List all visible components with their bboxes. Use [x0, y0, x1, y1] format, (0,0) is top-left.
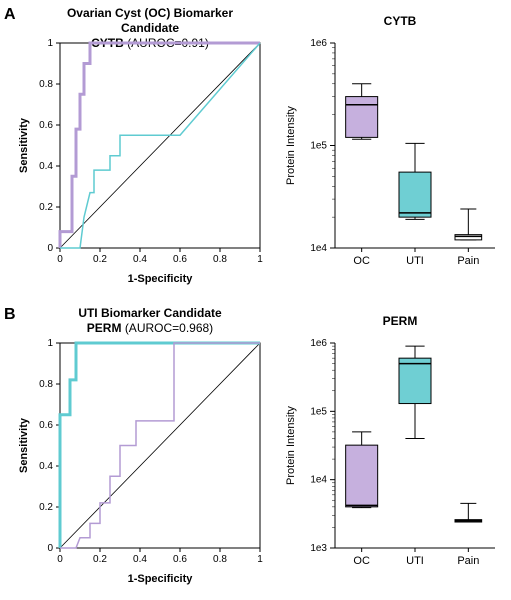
svg-text:0.4: 0.4 [133, 254, 147, 265]
panel-a-roc-chart: 0 0.2 0.4 0.6 0.8 1 0 0.2 0.4 0.6 0.8 1 1-Specificit… [15, 38, 270, 288]
roc-auroc: (AUROC=0.968) [125, 321, 213, 335]
svg-text:0.6: 0.6 [173, 554, 187, 565]
svg-text:1e4: 1e4 [310, 475, 327, 486]
box-OC [346, 97, 378, 138]
roc-title-line1: UTI Biomarker Candidate [40, 306, 260, 321]
svg-text:Pain: Pain [457, 555, 479, 567]
panel-b-roc-title: UTI Biomarker Candidate PERM (AUROC=0.96… [40, 306, 260, 336]
roc-marker-name: PERM [87, 321, 122, 335]
roc-title-line1: Ovarian Cyst (OC) Biomarker Candidate [40, 6, 260, 36]
roc-title-line2: PERM (AUROC=0.968) [40, 321, 260, 336]
svg-text:0: 0 [57, 554, 63, 565]
svg-text:0.6: 0.6 [39, 420, 53, 431]
svg-text:1: 1 [47, 338, 53, 349]
panel-b-box-chart: 1e3 1e4 1e5 1e6 OC UTI Pain Protein Intensity [280, 338, 505, 588]
svg-text:Pain: Pain [457, 255, 479, 267]
svg-text:1-Specificity: 1-Specificity [128, 573, 194, 585]
svg-text:1e4: 1e4 [310, 243, 327, 254]
svg-text:1: 1 [257, 254, 263, 265]
svg-text:0: 0 [47, 243, 53, 254]
box-UTI [399, 358, 431, 403]
svg-text:0.4: 0.4 [133, 554, 147, 565]
panel-a-box-chart: 1e4 1e5 1e6 OC UTI Pain Protein Intensity [280, 38, 505, 288]
svg-text:OC: OC [353, 555, 370, 567]
svg-text:1e6: 1e6 [310, 338, 327, 349]
svg-text:Sensitivity: Sensitivity [18, 417, 30, 473]
svg-text:0.8: 0.8 [213, 254, 227, 265]
svg-text:1e6: 1e6 [310, 38, 327, 49]
svg-text:UTI: UTI [406, 555, 424, 567]
svg-text:Sensitivity: Sensitivity [18, 117, 30, 173]
panel-b-roc-chart: 0 0.2 0.4 0.6 0.8 1 0 0.2 0.4 0.6 0.8 1 1-Specificit… [15, 338, 270, 588]
panel-a-box-title: CYTB [310, 14, 490, 28]
svg-text:0.8: 0.8 [39, 379, 53, 390]
panel-b: B UTI Biomarker Candidate PERM (AUROC=0.… [0, 300, 511, 595]
svg-text:0: 0 [57, 254, 63, 265]
svg-text:1e3: 1e3 [310, 543, 327, 554]
svg-text:0.4: 0.4 [39, 161, 53, 172]
svg-text:0.8: 0.8 [213, 554, 227, 565]
svg-text:OC: OC [353, 255, 370, 267]
box-OC [346, 445, 378, 507]
svg-text:1: 1 [47, 38, 53, 49]
panel-b-box-title: PERM [310, 314, 490, 328]
svg-text:0.2: 0.2 [93, 254, 107, 265]
svg-text:1: 1 [257, 554, 263, 565]
svg-text:1e5: 1e5 [310, 141, 327, 152]
svg-text:Protein Intensity: Protein Intensity [285, 106, 297, 185]
figure-root: A Ovarian Cyst (OC) Biomarker Candidate … [0, 0, 511, 600]
svg-text:0.8: 0.8 [39, 79, 53, 90]
svg-text:0.2: 0.2 [93, 554, 107, 565]
panel-a-label: A [4, 6, 16, 24]
svg-text:0.2: 0.2 [39, 502, 53, 513]
svg-text:1e5: 1e5 [310, 406, 327, 417]
svg-text:1-Specificity: 1-Specificity [128, 273, 194, 285]
panel-b-label: B [4, 306, 16, 324]
panel-a: A Ovarian Cyst (OC) Biomarker Candidate … [0, 0, 511, 295]
svg-text:0: 0 [47, 543, 53, 554]
svg-text:Protein Intensity: Protein Intensity [285, 406, 297, 485]
box-Pain [455, 235, 482, 240]
svg-text:0.6: 0.6 [39, 120, 53, 131]
svg-text:UTI: UTI [406, 255, 424, 267]
svg-text:0.2: 0.2 [39, 202, 53, 213]
box-UTI [399, 172, 431, 217]
svg-text:0.4: 0.4 [39, 461, 53, 472]
svg-text:0.6: 0.6 [173, 254, 187, 265]
